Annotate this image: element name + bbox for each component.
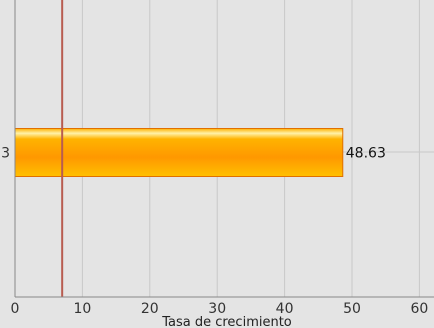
x-tick-labels: 0 10 20 30 40 50 60 xyxy=(11,301,429,317)
category-labels: 3 xyxy=(1,146,10,162)
category-label: 3 xyxy=(1,146,10,162)
bars-group xyxy=(14,128,344,177)
x-tick-label: 20 xyxy=(141,301,159,317)
x-tick-label: 40 xyxy=(276,301,294,317)
bar xyxy=(14,128,344,177)
data-labels: 48.63 xyxy=(346,146,386,162)
bar-value-label: 48.63 xyxy=(346,146,386,162)
x-tick-label: 0 xyxy=(11,301,20,317)
x-tick-label: 30 xyxy=(208,301,226,317)
x-tick-label: 10 xyxy=(73,301,91,317)
x-tick-label: 50 xyxy=(343,301,361,317)
x-tick-label: 60 xyxy=(410,301,428,317)
x-axis-title: Tasa de crecimiento xyxy=(161,315,292,328)
